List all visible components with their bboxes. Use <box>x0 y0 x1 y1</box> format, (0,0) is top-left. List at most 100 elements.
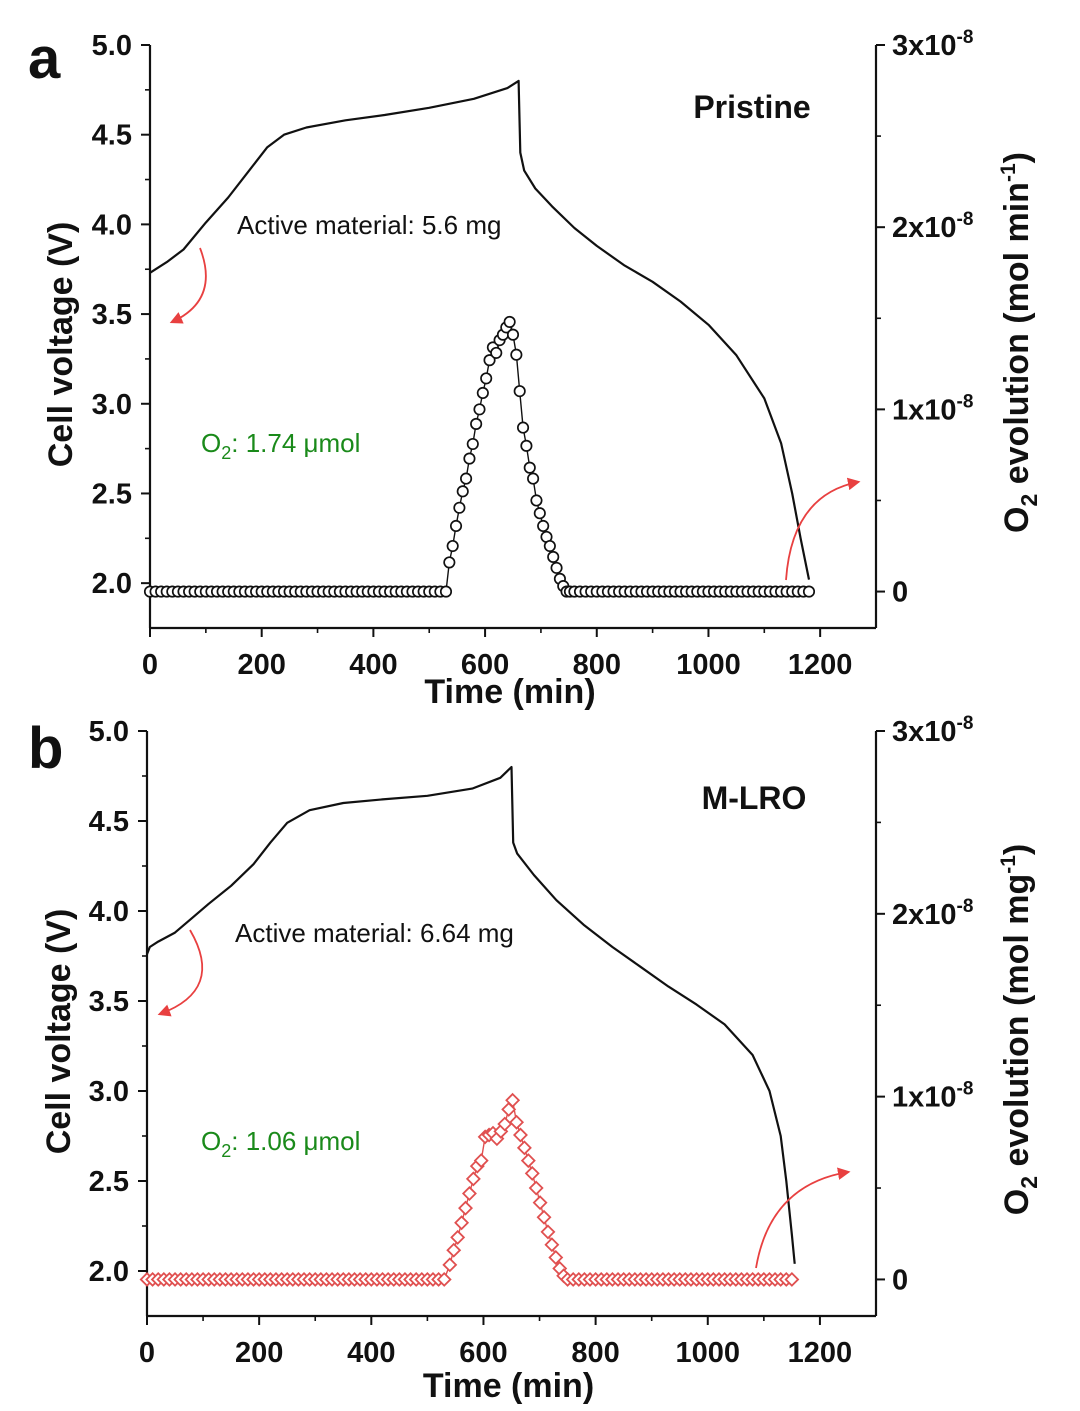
o2-data-point <box>784 1271 800 1287</box>
o2-data-point <box>513 385 526 398</box>
x-axis-title: Time (min) <box>424 673 595 711</box>
o2-data-point <box>456 485 469 498</box>
o2-data-point <box>450 1229 466 1245</box>
o2-data-point <box>454 1215 470 1231</box>
y-tick-label: 3.5 <box>89 986 129 1018</box>
o2-data-point <box>465 1171 481 1187</box>
y-tick-label: 4.5 <box>92 120 132 152</box>
o2-evolution-markers <box>143 315 816 598</box>
o2-data-point <box>536 1209 552 1225</box>
y-axis-title: Cell voltage (V) <box>40 909 78 1155</box>
o2-data-point <box>490 346 503 359</box>
x-tick-label: 1200 <box>788 1337 853 1369</box>
o2-data-point <box>506 328 520 341</box>
o2-data-point <box>527 472 540 485</box>
y-tick-label: 3.0 <box>92 389 132 421</box>
sample-name: Pristine <box>693 89 810 125</box>
y2-tick-label: 3x10-8 <box>892 713 973 748</box>
x-tick-label: 400 <box>349 649 397 681</box>
y-tick-label: 2.0 <box>92 568 132 600</box>
o2-data-point <box>476 386 489 400</box>
x-tick-label: 800 <box>573 649 621 681</box>
y2-tick-label: 0 <box>892 1264 908 1296</box>
y-tick-label: 2.5 <box>92 478 132 510</box>
o2-data-point <box>530 494 543 507</box>
y-tick-label: 4.0 <box>92 209 132 241</box>
o2-data-point <box>547 550 560 563</box>
right-axis-arrow-icon <box>755 1167 851 1269</box>
o2-data-point <box>520 1153 536 1169</box>
o2-data-point <box>449 519 463 533</box>
y2-tick-label: 3x10-8 <box>892 27 973 62</box>
o2-data-point <box>523 461 536 474</box>
o2-data-point <box>470 417 483 430</box>
panel-label: b <box>28 716 63 781</box>
y-tick-label: 5.0 <box>89 716 129 748</box>
o2-data-point <box>458 1200 473 1216</box>
o2-total-label: O2: 1.06 μmol <box>201 1126 360 1161</box>
y-tick-label: 4.5 <box>89 806 129 838</box>
o2-data-point <box>520 439 533 452</box>
o2-evolution-markers <box>139 1092 800 1287</box>
o2-data-point <box>463 452 476 465</box>
x-tick-label: 400 <box>347 1337 395 1369</box>
x-tick-label: 1200 <box>788 649 853 681</box>
o2-data-point <box>446 539 459 553</box>
o2-data-point <box>461 1186 477 1201</box>
o2-data-point <box>443 556 456 569</box>
active-material-label: Active material: 5.6 mg <box>237 210 501 240</box>
y2-tick-label: 2x10-8 <box>892 209 973 244</box>
o2-data-point <box>446 1242 462 1258</box>
o2-data-point <box>473 1153 489 1169</box>
y-tick-label: 5.0 <box>92 30 132 62</box>
o2-data-point <box>497 1116 513 1132</box>
left-axis-arrow-icon <box>169 247 207 324</box>
o2-data-point <box>548 1250 564 1265</box>
voltage-curve <box>149 79 811 580</box>
o2-data-point <box>505 1092 521 1108</box>
o2-data-point <box>453 501 466 514</box>
y-tick-label: 2.5 <box>89 1166 129 1198</box>
o2-data-point <box>537 519 550 533</box>
o2-data-point <box>439 585 453 598</box>
o2-data-point <box>483 354 496 367</box>
o2-data-point <box>550 561 563 574</box>
o2-data-point <box>510 348 523 361</box>
active-material-label: Active material: 6.64 mg <box>235 918 514 948</box>
o2-data-point <box>517 421 530 434</box>
y2-tick-label: 0 <box>892 577 908 609</box>
x-tick-label: 200 <box>237 649 285 681</box>
o2-data-point <box>442 1257 458 1273</box>
x-tick-label: 600 <box>461 649 509 681</box>
y-tick-label: 3.5 <box>92 299 132 331</box>
x-tick-label: 1000 <box>676 1337 741 1369</box>
o2-data-point <box>473 403 486 416</box>
o2-total-label: O2: 1.74 μmol <box>201 428 360 463</box>
y2-tick-label: 2x10-8 <box>892 896 973 931</box>
x-tick-label: 600 <box>459 1337 507 1369</box>
o2-data-point <box>544 1237 560 1253</box>
x-tick-label: 200 <box>235 1337 283 1369</box>
o2-data-point <box>516 1140 532 1156</box>
o2-data-point <box>543 539 556 553</box>
panel-a: 0 200 400 600 800 1000 1200 2.0 2.5 3.0 3.5 4.0 4.5 5… <box>28 26 1042 711</box>
o2-data-point <box>460 472 473 485</box>
y-tick-label: 3.0 <box>89 1076 129 1108</box>
o2-data-point <box>540 1224 556 1240</box>
o2-data-point <box>524 1165 540 1181</box>
y2-axis-title: O2 evolution (mol min-1) <box>997 152 1042 533</box>
y2-tick-label: 1x10-8 <box>892 1079 973 1114</box>
o2-data-point <box>436 1271 452 1287</box>
o2-data-point <box>466 437 479 451</box>
o2-data-point <box>533 507 546 520</box>
x-axis-title: Time (min) <box>423 1367 594 1405</box>
y-tick-label: 4.0 <box>89 896 129 928</box>
left-axis-arrow-icon <box>157 929 204 1017</box>
y2-tick-label: 1x10-8 <box>892 391 973 426</box>
o2-data-point <box>802 585 816 598</box>
x-tick-label: 1000 <box>676 649 741 681</box>
right-axis-arrow-icon <box>785 477 861 581</box>
o2-data-point <box>509 1114 525 1130</box>
y-tick-label: 2.0 <box>89 1256 129 1288</box>
